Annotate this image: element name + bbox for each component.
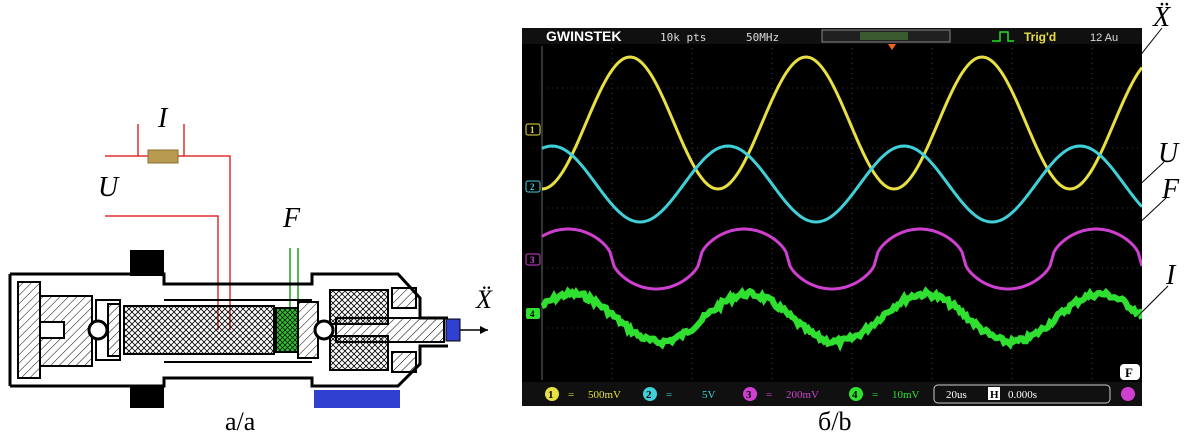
scope-bandwidth: 50MHz <box>746 31 779 44</box>
label-current-left: I <box>158 103 168 134</box>
ch4-scale: 10mV <box>892 389 920 401</box>
ch2-marker: 2 <box>530 182 535 192</box>
h-label: H <box>990 389 999 401</box>
resistor <box>147 149 179 164</box>
force-leads <box>289 248 299 312</box>
label-force-left: F <box>283 203 301 234</box>
svg-text:=: = <box>666 389 672 401</box>
ch1-num: 1 <box>548 389 554 401</box>
ch2-num: 2 <box>646 389 652 401</box>
voltage-trace <box>541 144 1142 224</box>
ch1-scale: 500mV <box>588 389 621 401</box>
svg-text:=: = <box>568 389 574 401</box>
scope-badge: F <box>1125 365 1133 380</box>
label-voltage-left: U <box>98 172 119 203</box>
label-force-right: F <box>1162 174 1180 205</box>
force-trace <box>541 227 1142 291</box>
base-plate <box>314 390 400 408</box>
exciter-body <box>8 250 448 408</box>
ch4-num: 4 <box>852 389 858 401</box>
acceleration-trace <box>541 55 1142 191</box>
ch2-scale: 5V <box>702 389 716 401</box>
ch3-num: 3 <box>746 389 752 401</box>
voltage-lead <box>105 215 219 330</box>
scope-brand: GWINSTEK <box>546 28 621 44</box>
trigger-marker <box>888 44 896 50</box>
trigger-edge-icon <box>992 31 1014 42</box>
caption-right: б/b <box>818 407 852 436</box>
label-voltage-right: U <box>1158 138 1179 169</box>
caption-left: а/a <box>225 407 256 436</box>
scope-trig: Trig'd <box>1024 30 1056 44</box>
scope-date: 12 Au <box>1090 32 1118 44</box>
oscilloscope-screen: GWINSTEK 10k pts 50MHz Trig'd 12 Au 1 2 … <box>522 28 1142 406</box>
ch4-marker: 4 <box>530 309 535 319</box>
trace-leaders <box>1131 27 1169 319</box>
accelerometer <box>445 318 461 342</box>
ch3-scale: 200mV <box>786 389 819 401</box>
current-trace <box>540 286 1142 352</box>
timebase: 20us <box>946 389 967 401</box>
svg-text:=: = <box>872 389 878 401</box>
label-current-right: I <box>1166 260 1176 291</box>
svg-text:=: = <box>766 389 772 401</box>
exciter-schematic <box>8 124 488 408</box>
current-sensor-circuit <box>105 124 231 330</box>
label-acceleration-left: Ẍ <box>476 285 492 314</box>
channel-markers: 1 2 3 4 <box>525 123 541 319</box>
time-offset: 0.000s <box>1008 389 1037 401</box>
ch1-marker: 1 <box>530 125 535 135</box>
ch3-marker: 3 <box>530 255 535 265</box>
label-acceleration-right: Ẍ <box>1153 2 1171 33</box>
scope-points: 10k pts <box>660 31 706 44</box>
